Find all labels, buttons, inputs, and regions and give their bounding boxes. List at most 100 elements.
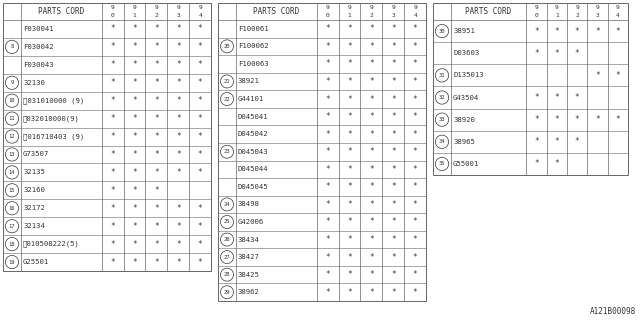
Text: 21: 21 bbox=[224, 79, 230, 84]
Text: D045041: D045041 bbox=[238, 114, 269, 120]
Text: *: * bbox=[132, 186, 137, 195]
Text: *: * bbox=[348, 60, 352, 68]
Text: *: * bbox=[369, 112, 374, 121]
Text: G25501: G25501 bbox=[23, 259, 49, 265]
Text: D045042: D045042 bbox=[238, 131, 269, 137]
Text: PARTS CORD: PARTS CORD bbox=[253, 7, 300, 16]
Text: 38965: 38965 bbox=[453, 139, 475, 145]
Text: *: * bbox=[534, 49, 539, 58]
Text: *: * bbox=[616, 27, 620, 36]
Text: 8: 8 bbox=[10, 44, 13, 49]
Text: *: * bbox=[325, 182, 330, 191]
Text: Ⓞ031010000 (9): Ⓞ031010000 (9) bbox=[23, 97, 84, 104]
Text: *: * bbox=[534, 93, 539, 102]
Text: F100062: F100062 bbox=[238, 43, 269, 49]
Text: PARTS CORD: PARTS CORD bbox=[38, 7, 84, 16]
Text: 38427: 38427 bbox=[238, 254, 260, 260]
Text: 32160: 32160 bbox=[23, 187, 45, 193]
Text: *: * bbox=[198, 222, 202, 231]
Text: F100061: F100061 bbox=[238, 26, 269, 32]
Text: A121B00098: A121B00098 bbox=[589, 307, 636, 316]
Text: 9: 9 bbox=[111, 5, 115, 10]
Text: *: * bbox=[198, 240, 202, 249]
Text: *: * bbox=[391, 165, 396, 174]
Text: 9: 9 bbox=[575, 5, 579, 10]
Text: *: * bbox=[325, 77, 330, 86]
Text: *: * bbox=[325, 42, 330, 51]
Text: *: * bbox=[391, 270, 396, 279]
Text: 20: 20 bbox=[224, 44, 230, 49]
Text: *: * bbox=[176, 222, 180, 231]
Text: G44101: G44101 bbox=[238, 96, 264, 102]
Text: *: * bbox=[110, 240, 115, 249]
Text: *: * bbox=[154, 96, 159, 105]
Text: *: * bbox=[154, 222, 159, 231]
Text: Ⓑ010508222(5): Ⓑ010508222(5) bbox=[23, 241, 80, 247]
Text: 38425: 38425 bbox=[238, 272, 260, 278]
Text: *: * bbox=[391, 112, 396, 121]
Text: 32172: 32172 bbox=[23, 205, 45, 211]
Text: 4: 4 bbox=[616, 13, 620, 18]
Text: *: * bbox=[110, 96, 115, 105]
Text: *: * bbox=[154, 132, 159, 141]
Text: *: * bbox=[176, 60, 180, 69]
Text: *: * bbox=[348, 218, 352, 227]
Text: *: * bbox=[132, 240, 137, 249]
Text: 1: 1 bbox=[348, 13, 351, 18]
Text: 27: 27 bbox=[224, 255, 230, 260]
Text: *: * bbox=[391, 77, 396, 86]
Text: *: * bbox=[369, 200, 374, 209]
Text: *: * bbox=[132, 24, 137, 34]
Text: *: * bbox=[198, 78, 202, 87]
Text: *: * bbox=[132, 258, 137, 267]
Text: *: * bbox=[534, 159, 539, 168]
Text: *: * bbox=[176, 78, 180, 87]
Text: *: * bbox=[110, 204, 115, 213]
Text: 35: 35 bbox=[439, 161, 445, 166]
Text: *: * bbox=[369, 165, 374, 174]
Text: 1: 1 bbox=[132, 13, 136, 18]
Text: *: * bbox=[391, 200, 396, 209]
Text: *: * bbox=[369, 24, 374, 33]
Text: F030041: F030041 bbox=[23, 26, 54, 32]
Text: *: * bbox=[554, 159, 559, 168]
Text: *: * bbox=[154, 60, 159, 69]
Text: *: * bbox=[369, 77, 374, 86]
Text: D045044: D045044 bbox=[238, 166, 269, 172]
Text: *: * bbox=[554, 27, 559, 36]
Text: *: * bbox=[110, 186, 115, 195]
Text: *: * bbox=[369, 288, 374, 297]
Text: *: * bbox=[198, 60, 202, 69]
Text: *: * bbox=[391, 42, 396, 51]
Text: *: * bbox=[348, 165, 352, 174]
Text: *: * bbox=[176, 258, 180, 267]
Text: 31: 31 bbox=[439, 73, 445, 78]
Text: *: * bbox=[110, 24, 115, 34]
Text: *: * bbox=[413, 77, 417, 86]
Text: 0: 0 bbox=[111, 13, 115, 18]
Text: *: * bbox=[110, 222, 115, 231]
Text: *: * bbox=[616, 71, 620, 80]
Text: *: * bbox=[325, 200, 330, 209]
Text: *: * bbox=[575, 27, 579, 36]
Text: 11: 11 bbox=[9, 116, 15, 121]
Text: 25: 25 bbox=[224, 220, 230, 224]
Text: 2: 2 bbox=[154, 13, 158, 18]
Text: *: * bbox=[554, 49, 559, 58]
Text: 3: 3 bbox=[391, 13, 395, 18]
Text: 9: 9 bbox=[616, 5, 620, 10]
Text: 17: 17 bbox=[9, 224, 15, 229]
Text: *: * bbox=[132, 96, 137, 105]
Text: 32134: 32134 bbox=[23, 223, 45, 229]
Text: 9: 9 bbox=[391, 5, 395, 10]
Text: F030042: F030042 bbox=[23, 44, 54, 50]
Text: *: * bbox=[348, 24, 352, 33]
Text: 0: 0 bbox=[326, 13, 330, 18]
Text: 12: 12 bbox=[9, 134, 15, 139]
Text: *: * bbox=[325, 60, 330, 68]
Text: 9: 9 bbox=[198, 5, 202, 10]
Text: 30: 30 bbox=[439, 28, 445, 34]
Text: 0: 0 bbox=[534, 13, 538, 18]
Text: *: * bbox=[154, 186, 159, 195]
Text: D135013: D135013 bbox=[453, 72, 484, 78]
